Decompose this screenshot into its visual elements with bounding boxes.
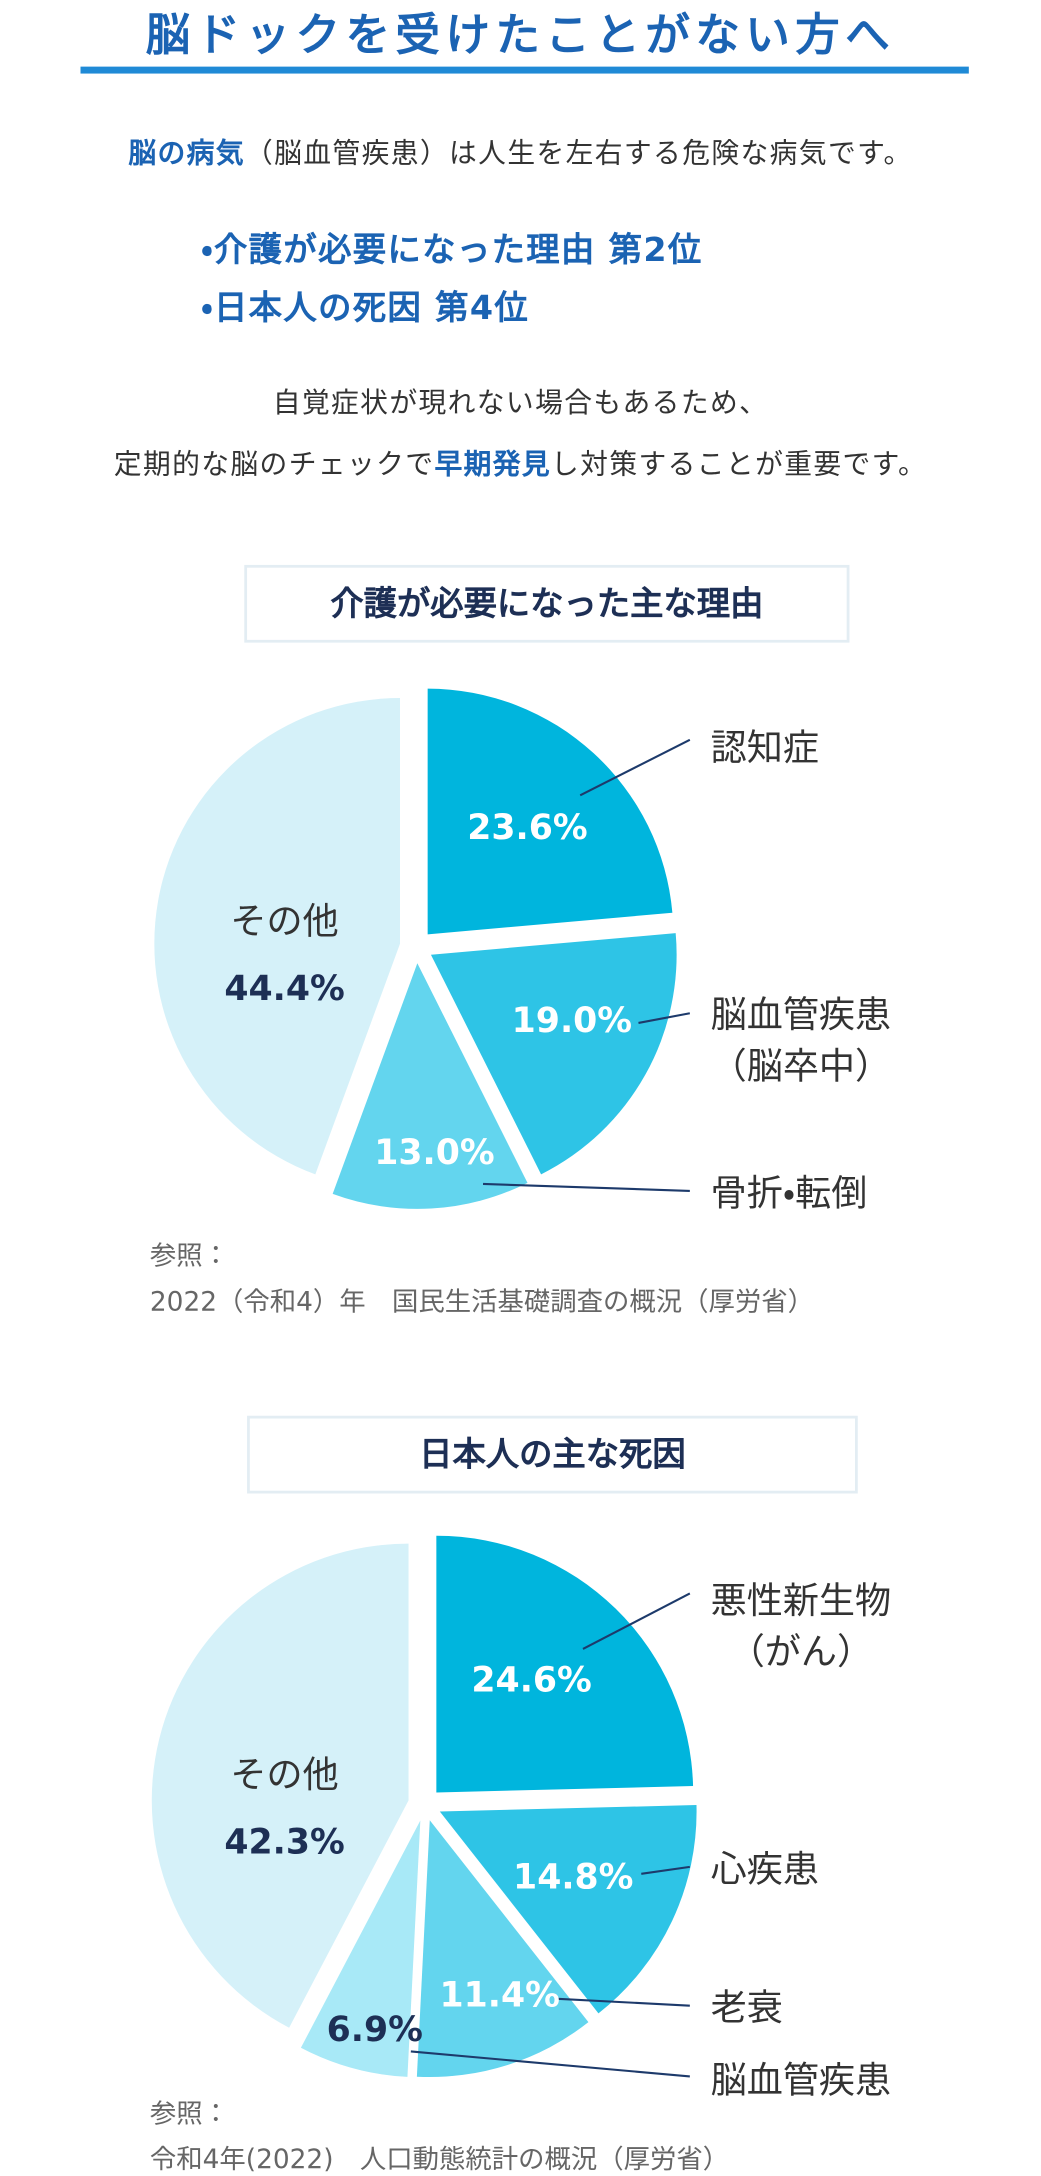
leader-line (579, 738, 691, 797)
leader-line (641, 1865, 690, 1875)
pie-slice (151, 1543, 409, 2028)
page-title: 脳ドックを受けたことがない方へ (145, 8, 896, 62)
source: 参照： (149, 2098, 230, 2130)
category-label: 悪性新生物 （がん） (710, 1580, 892, 1674)
pie-slice (430, 933, 677, 1175)
value-label: 42.3% (224, 1821, 345, 1863)
pie-slice (300, 1820, 421, 2077)
note-highlight: 早期発見 (434, 446, 552, 481)
point: ・日本人の死因 第4位 (201, 288, 530, 328)
pie-slice (439, 1805, 697, 2014)
value-label: 13.0% (374, 1131, 495, 1173)
category-label: 骨折・転倒 (710, 1173, 868, 1216)
source: 2022（令和4）年 国民生活基礎調査の概況（厚労省） (149, 1286, 814, 1318)
category-label: 脳血管疾患 （脳卒中） (710, 995, 892, 1089)
value-label: 24.6% (471, 1659, 592, 1700)
leader-line (482, 1182, 690, 1192)
chart-title: 日本人の主な死因 (247, 1415, 858, 1494)
pie-slice (416, 1820, 589, 2078)
note-line: 自覚症状が現れない場合もあるため、 (272, 385, 769, 420)
value-label: 14.8% (513, 1856, 634, 1897)
leader-line (638, 1012, 691, 1024)
slice-label: その他 (230, 901, 339, 944)
category-label: 認知症 (710, 728, 819, 770)
leader-line (582, 1592, 691, 1650)
note-text: 定期的な脳のチェックで (113, 446, 435, 481)
intro-text: （脳血管疾患）は人生を左右する危険な病気です。 (244, 136, 913, 170)
leader-line (555, 1997, 690, 2007)
title-underline (80, 66, 969, 74)
intro: 脳の病気（脳血管疾患）は人生を左右する危険な病気です。 (0, 130, 1041, 170)
category-label: 心疾患 (710, 1849, 819, 1892)
category-label: 老衰 (710, 1988, 783, 2030)
intro-highlight: 脳の病気 (128, 136, 245, 170)
source: 令和4年(2022) 人口動態統計の概況（厚労省） (149, 2144, 730, 2175)
note-text: し対策することが重要です。 (551, 446, 928, 481)
point: ・介護が必要になった理由 第2位 (201, 230, 703, 270)
value-label: 19.0% (511, 1000, 633, 1041)
chart-title: 介護が必要になった主な理由 (244, 564, 850, 643)
source: 参照： (149, 1240, 230, 1272)
pie-slice (154, 698, 401, 1175)
value-label: 23.6% (467, 807, 588, 848)
pie-slice (427, 688, 673, 935)
slice-label: その他 (230, 1755, 339, 1797)
value-label: 11.4% (439, 1974, 560, 2015)
leader-line (410, 2050, 690, 2078)
note-line: 定期的な脳のチェックで早期発見し対策することが重要です。 (0, 441, 1041, 481)
pie-slice (332, 963, 528, 1209)
pie-slice (436, 1535, 694, 1793)
value-label: 6.9% (326, 2009, 423, 2050)
value-label: 44.4% (224, 968, 345, 1009)
category-label: 脳血管疾患 (710, 2060, 892, 2103)
